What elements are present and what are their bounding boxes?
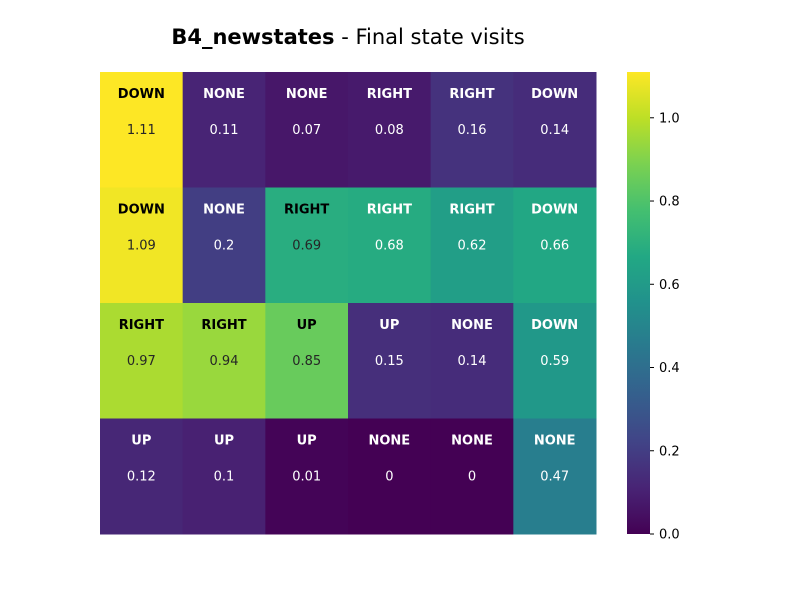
- heatmap-grid: DOWN 1.11 NONE 0.11 NONE 0.07 RIGHT 0.08 RIGHT 0.…: [100, 72, 597, 535]
- cell-action-label: RIGHT: [284, 203, 329, 218]
- cell-value-label: 0.15: [375, 354, 404, 369]
- cell-value-label: 0.62: [458, 239, 487, 254]
- heatmap-cell: [182, 418, 266, 535]
- heatmap-cell: [430, 418, 514, 535]
- colorbar-tick-label: 0.0: [659, 528, 680, 543]
- colorbar-tick-label: 0.8: [659, 195, 680, 210]
- cell-action-label: NONE: [451, 434, 493, 449]
- cell-value-label: 0.12: [127, 470, 156, 485]
- cell-value-label: 0.01: [292, 470, 321, 485]
- colorbar-tick-label: 0.2: [659, 444, 680, 459]
- cell-value-label: 0.07: [292, 123, 321, 138]
- cell-action-label: DOWN: [531, 203, 578, 218]
- cell-action-label: NONE: [286, 87, 328, 102]
- colorbar-tick-label: 0.6: [659, 278, 680, 293]
- heatmap-cell: [182, 187, 266, 304]
- cell-action-label: DOWN: [118, 203, 165, 218]
- heatmap-cell: [513, 303, 597, 419]
- cell-value-label: 0: [468, 470, 476, 485]
- cell-action-label: DOWN: [531, 87, 578, 102]
- heatmap-cell: [265, 187, 349, 304]
- cell-action-label: UP: [297, 434, 317, 449]
- heatmap-cell: [265, 418, 349, 535]
- heatmap-cell: [100, 187, 184, 304]
- heatmap-cell: [100, 418, 184, 535]
- cell-action-label: UP: [297, 318, 317, 333]
- cell-value-label: 0.94: [210, 354, 239, 369]
- cell-value-label: 0.14: [458, 354, 487, 369]
- heatmap-cell: [430, 72, 514, 188]
- cell-value-label: 1.11: [127, 123, 156, 138]
- heatmap-cell: [182, 72, 266, 188]
- cell-action-label: DOWN: [531, 318, 578, 333]
- cell-value-label: 0.47: [540, 470, 569, 485]
- colorbar-tick-label: 0.4: [659, 361, 680, 376]
- cell-action-label: NONE: [203, 87, 245, 102]
- cell-action-label: RIGHT: [367, 87, 412, 102]
- cell-action-label: NONE: [534, 434, 576, 449]
- cell-action-label: UP: [214, 434, 234, 449]
- cell-action-label: NONE: [451, 318, 493, 333]
- heatmap-cell: [100, 303, 184, 419]
- cell-action-label: UP: [131, 434, 151, 449]
- heatmap-cell: [265, 303, 349, 419]
- cell-action-label: UP: [379, 318, 399, 333]
- heatmap-cell: [348, 303, 432, 419]
- colorbar: 0.0 0.2 0.4 0.6 0.8 1.0: [627, 72, 680, 543]
- colorbar-gradient: [627, 72, 650, 534]
- cell-value-label: 0.85: [292, 354, 321, 369]
- cell-value-label: 0.66: [540, 239, 569, 254]
- cell-action-label: RIGHT: [449, 203, 494, 218]
- cell-value-label: 0.16: [458, 123, 487, 138]
- cell-value-label: 0.2: [214, 239, 235, 254]
- cell-action-label: RIGHT: [367, 203, 412, 218]
- cell-value-label: 0.14: [540, 123, 569, 138]
- heatmap-cell: [430, 303, 514, 419]
- heatmap-cell: [182, 303, 266, 419]
- colorbar-tick-label: 1.0: [659, 111, 680, 126]
- heatmap-cell: [265, 72, 349, 188]
- heatmap-cell: [348, 418, 432, 535]
- cell-action-label: RIGHT: [449, 87, 494, 102]
- chart-title-bold: B4_newstates: [171, 25, 334, 49]
- heatmap-cell: [348, 72, 432, 188]
- cell-action-label: DOWN: [118, 87, 165, 102]
- cell-value-label: 0.69: [292, 239, 321, 254]
- heatmap-cell: [513, 418, 597, 535]
- heatmap-cell: [430, 187, 514, 304]
- heatmap-cell: [513, 72, 597, 188]
- chart-title: B4_newstates - Final state visits: [171, 25, 524, 49]
- heatmap-cell: [348, 187, 432, 304]
- cell-action-label: RIGHT: [119, 318, 164, 333]
- cell-value-label: 0.59: [540, 354, 569, 369]
- cell-value-label: 0.08: [375, 123, 404, 138]
- chart-title-rest: - Final state visits: [335, 25, 525, 49]
- cell-value-label: 1.09: [127, 239, 156, 254]
- cell-action-label: RIGHT: [201, 318, 246, 333]
- cell-value-label: 0.11: [210, 123, 239, 138]
- cell-value-label: 0: [385, 470, 393, 485]
- cell-value-label: 0.68: [375, 239, 404, 254]
- heatmap-cell: [513, 187, 597, 304]
- heatmap-cell: [100, 72, 184, 188]
- cell-action-label: NONE: [368, 434, 410, 449]
- cell-action-label: NONE: [203, 203, 245, 218]
- cell-value-label: 0.1: [214, 470, 235, 485]
- cell-value-label: 0.97: [127, 354, 156, 369]
